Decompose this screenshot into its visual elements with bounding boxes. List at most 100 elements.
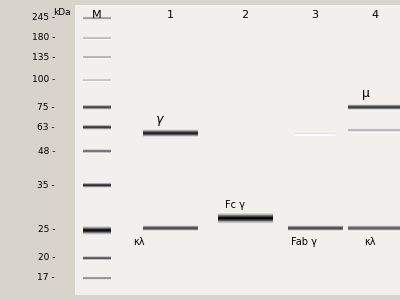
Bar [83, 128, 111, 129]
Bar [83, 226, 111, 227]
Bar [348, 230, 400, 231]
Text: 1: 1 [166, 10, 174, 20]
Bar [142, 230, 198, 231]
Bar [218, 221, 272, 222]
Text: κλ: κλ [133, 237, 144, 247]
Bar [288, 231, 342, 232]
Bar [288, 225, 342, 226]
Bar [83, 104, 111, 105]
Text: 2: 2 [242, 10, 248, 20]
Bar [142, 133, 198, 134]
Bar [142, 229, 198, 230]
Bar [142, 129, 198, 130]
Bar [218, 217, 272, 218]
Text: 35 -: 35 - [37, 181, 55, 190]
Bar [218, 221, 272, 222]
Text: 75 -: 75 - [37, 103, 55, 112]
Bar [83, 227, 111, 228]
Bar [348, 104, 400, 105]
Bar [142, 228, 198, 229]
Bar [288, 230, 342, 231]
Bar [83, 233, 111, 234]
Text: 180 -: 180 - [32, 34, 55, 43]
Bar [83, 109, 111, 110]
Bar [218, 215, 272, 216]
Text: 3: 3 [312, 10, 318, 20]
Bar [83, 225, 111, 226]
Bar [288, 229, 342, 230]
Bar [142, 228, 198, 229]
Bar [83, 108, 111, 109]
Bar [83, 107, 111, 108]
Bar [348, 105, 400, 106]
Bar [288, 230, 342, 231]
Text: kDa: kDa [53, 8, 71, 17]
Bar [142, 230, 198, 231]
Bar [218, 218, 272, 219]
Bar [348, 231, 400, 232]
Bar [218, 222, 272, 223]
Bar [83, 228, 111, 229]
Bar [218, 212, 272, 213]
Bar [83, 232, 111, 233]
Bar [348, 230, 400, 231]
Bar [142, 226, 198, 227]
Text: 100 -: 100 - [32, 76, 55, 85]
Bar [83, 124, 111, 125]
Bar [348, 231, 400, 232]
Bar [142, 137, 198, 138]
Bar [83, 232, 111, 233]
Bar [218, 220, 272, 221]
Bar [218, 213, 272, 214]
Bar [218, 220, 272, 221]
Bar [142, 131, 198, 132]
Bar [83, 183, 111, 184]
Text: Fab γ: Fab γ [291, 237, 317, 247]
Bar [218, 219, 272, 220]
Bar [83, 125, 111, 126]
Bar [288, 231, 342, 232]
Bar [218, 213, 272, 214]
Bar [348, 229, 400, 230]
Bar [83, 227, 111, 228]
Text: μ: μ [362, 88, 370, 100]
Bar [348, 226, 400, 227]
Bar [83, 187, 111, 188]
Bar [348, 106, 400, 107]
Text: Fc γ: Fc γ [225, 200, 245, 210]
Bar [83, 226, 111, 227]
Bar [142, 130, 198, 131]
Bar [83, 185, 111, 186]
Text: 25 -: 25 - [38, 226, 55, 235]
Bar [142, 134, 198, 135]
Bar [288, 229, 342, 230]
Bar [288, 227, 342, 228]
Bar [83, 182, 111, 183]
Bar [348, 103, 400, 104]
Bar [83, 182, 111, 183]
Text: 48 -: 48 - [38, 146, 55, 155]
Bar [348, 109, 400, 110]
Bar [288, 228, 342, 229]
Text: M: M [92, 10, 102, 20]
Bar [83, 107, 111, 108]
Bar [218, 214, 272, 215]
Bar [348, 107, 400, 108]
Bar [218, 214, 272, 215]
Bar [83, 109, 111, 110]
Bar [142, 231, 198, 232]
Bar [83, 230, 111, 231]
Bar [288, 226, 342, 227]
Bar [348, 229, 400, 230]
Bar [83, 184, 111, 185]
Bar [142, 135, 198, 136]
Bar [83, 128, 111, 129]
Bar [83, 231, 111, 232]
Bar [218, 219, 272, 220]
Bar [348, 110, 400, 111]
Bar [83, 187, 111, 188]
Bar [348, 228, 400, 229]
Bar [142, 136, 198, 137]
Bar [142, 136, 198, 137]
Bar [142, 229, 198, 230]
